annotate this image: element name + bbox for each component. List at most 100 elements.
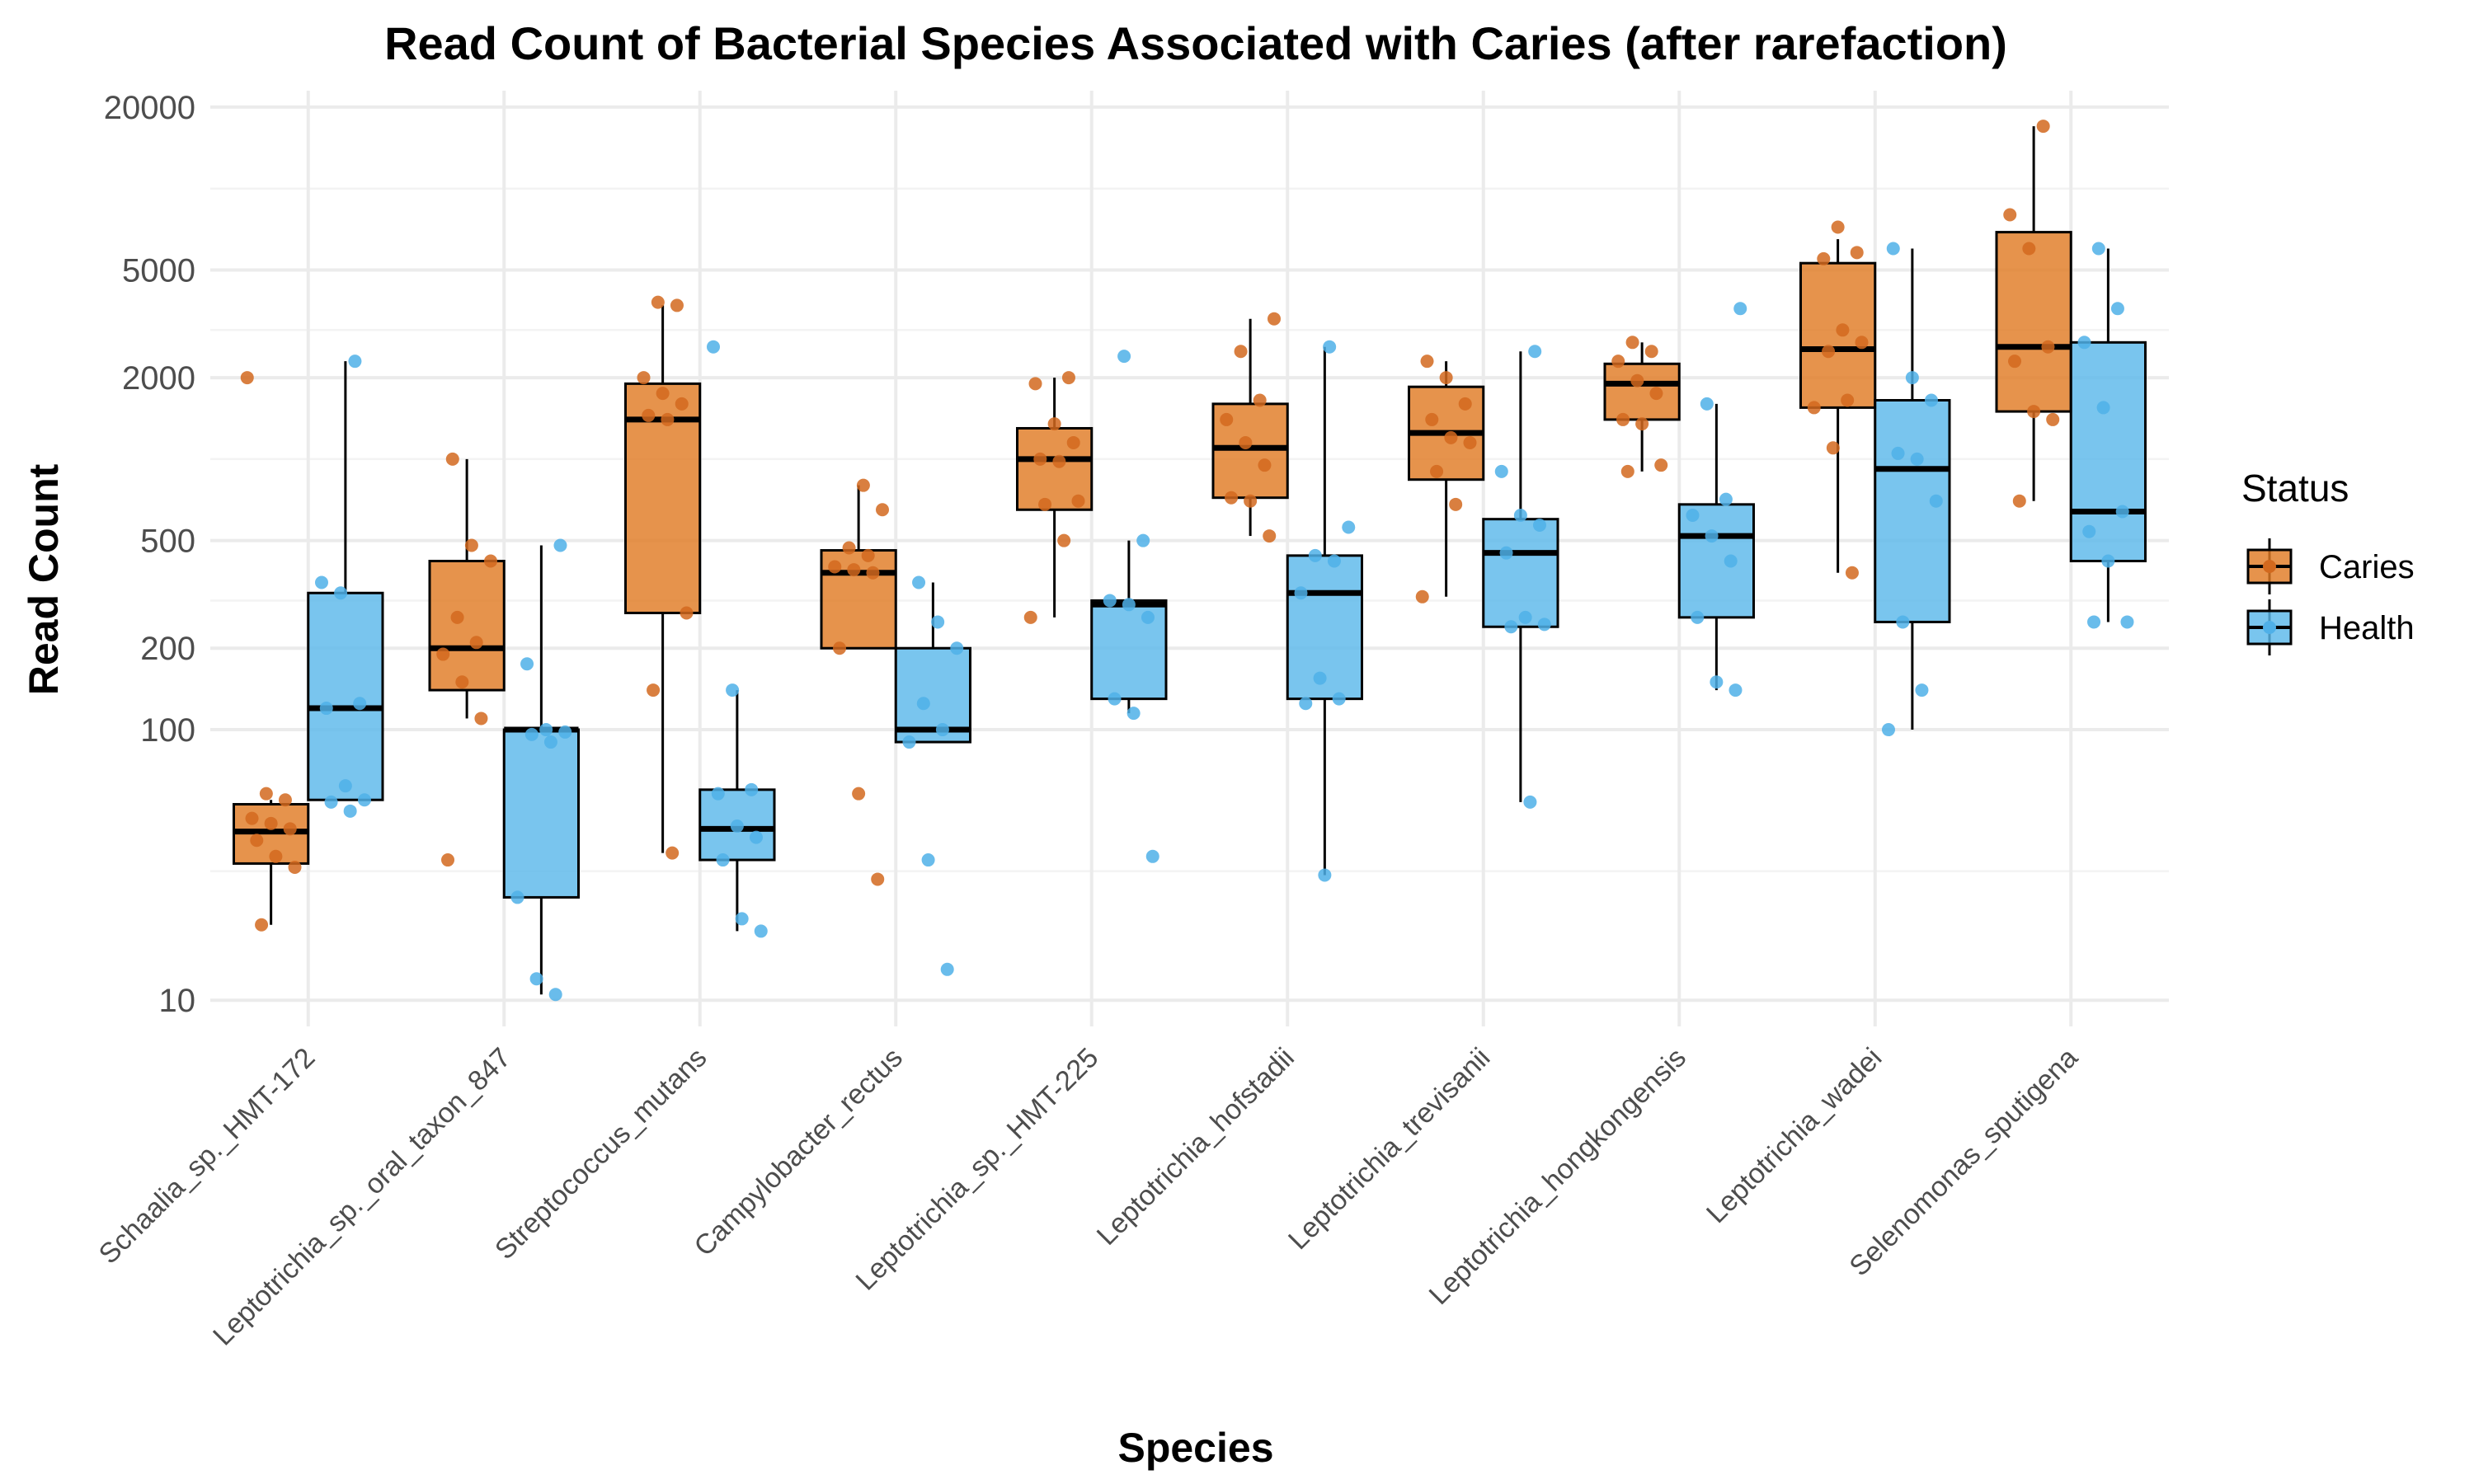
data-point xyxy=(278,793,292,807)
data-point xyxy=(436,647,450,661)
y-axis-title: Read Count xyxy=(21,463,67,695)
data-point xyxy=(1644,345,1658,359)
data-point xyxy=(1253,393,1267,407)
data-point xyxy=(553,538,567,552)
data-point xyxy=(706,340,720,354)
x-axis-title: Species xyxy=(1117,1425,1273,1471)
data-point xyxy=(916,697,930,711)
data-point xyxy=(1332,692,1346,706)
data-point xyxy=(754,924,768,938)
data-point xyxy=(2096,401,2110,415)
data-point xyxy=(1831,220,1845,234)
data-point xyxy=(1052,454,1066,468)
data-point xyxy=(283,822,297,836)
data-point xyxy=(1061,371,1075,385)
data-point xyxy=(1294,586,1308,600)
data-point xyxy=(1108,692,1122,706)
data-point xyxy=(524,727,539,741)
data-point xyxy=(1318,868,1332,882)
data-point xyxy=(871,872,885,886)
data-point xyxy=(1826,441,1840,455)
data-point xyxy=(1850,246,1864,260)
data-point xyxy=(833,641,847,655)
data-point xyxy=(484,554,498,568)
data-point xyxy=(1896,615,1910,629)
boxes xyxy=(233,126,2147,995)
data-point xyxy=(680,606,694,620)
data-point xyxy=(1299,697,1313,711)
data-point xyxy=(1033,452,1047,466)
data-point xyxy=(647,683,661,697)
box xyxy=(428,560,506,692)
data-point xyxy=(866,566,880,580)
y-tick-label: 2000 xyxy=(122,360,195,397)
data-point xyxy=(1023,610,1037,624)
data-point xyxy=(711,787,725,801)
data-point xyxy=(1700,397,1714,411)
legend-point xyxy=(2263,560,2276,573)
data-point xyxy=(675,397,689,411)
box xyxy=(502,728,580,899)
legend-label: Caries xyxy=(2319,549,2415,585)
data-point xyxy=(1532,518,1546,532)
chart-title: Read Count of Bacterial Species Associat… xyxy=(384,17,2007,69)
data-point xyxy=(1136,533,1150,547)
data-point xyxy=(876,503,890,517)
data-point xyxy=(348,355,362,369)
data-point xyxy=(1308,548,1322,562)
y-tick-label: 500 xyxy=(140,524,195,560)
data-point xyxy=(338,779,352,793)
data-point xyxy=(1710,675,1724,689)
box xyxy=(1090,599,1168,701)
x-tick-label: Leptotrichia_hofstadii xyxy=(1091,1042,1300,1252)
data-point xyxy=(2077,336,2091,350)
data-point xyxy=(1263,529,1277,543)
data-point xyxy=(314,575,328,589)
data-point xyxy=(2101,554,2115,568)
data-point xyxy=(1504,620,1518,634)
data-point xyxy=(2115,505,2129,519)
data-point xyxy=(666,846,680,860)
data-point xyxy=(861,548,875,562)
data-point xyxy=(1141,610,1155,624)
data-point xyxy=(2091,242,2105,256)
data-point xyxy=(1807,401,1821,415)
data-point xyxy=(1910,452,1924,466)
data-point xyxy=(1225,491,1239,505)
box xyxy=(1482,518,1559,628)
data-point xyxy=(1528,345,1542,359)
data-point xyxy=(450,610,464,624)
y-tick-label: 10 xyxy=(159,983,196,1019)
data-point xyxy=(1537,618,1551,632)
box xyxy=(1874,398,1951,623)
data-point xyxy=(1420,355,1434,369)
data-point xyxy=(2046,412,2060,426)
data-point xyxy=(935,723,949,737)
data-point xyxy=(2012,494,2026,508)
data-point xyxy=(2082,524,2096,538)
data-point xyxy=(529,972,543,986)
data-point xyxy=(1449,497,1463,511)
data-point xyxy=(445,452,459,466)
data-point xyxy=(1126,707,1141,721)
data-point xyxy=(950,641,964,655)
y-axis-ticks: 10 100 200 500 2000 5000 20000 xyxy=(104,90,195,1019)
data-point xyxy=(847,563,861,577)
data-point xyxy=(661,412,675,426)
legend: Status Caries Health xyxy=(2241,467,2415,655)
data-point xyxy=(245,811,259,825)
data-point xyxy=(250,834,264,848)
data-point xyxy=(670,298,684,312)
data-point xyxy=(1028,377,1042,391)
data-point xyxy=(2027,405,2041,419)
data-point xyxy=(1845,566,1859,580)
data-point xyxy=(1886,242,1900,256)
x-tick-label: Selenomonas_sputigena xyxy=(1843,1042,2084,1283)
data-point xyxy=(1234,345,1248,359)
data-point xyxy=(1630,373,1644,387)
data-point xyxy=(510,890,524,904)
box xyxy=(1995,231,2072,413)
data-point xyxy=(1444,430,1458,444)
data-point xyxy=(1649,387,1663,401)
data-point xyxy=(1258,458,1272,472)
